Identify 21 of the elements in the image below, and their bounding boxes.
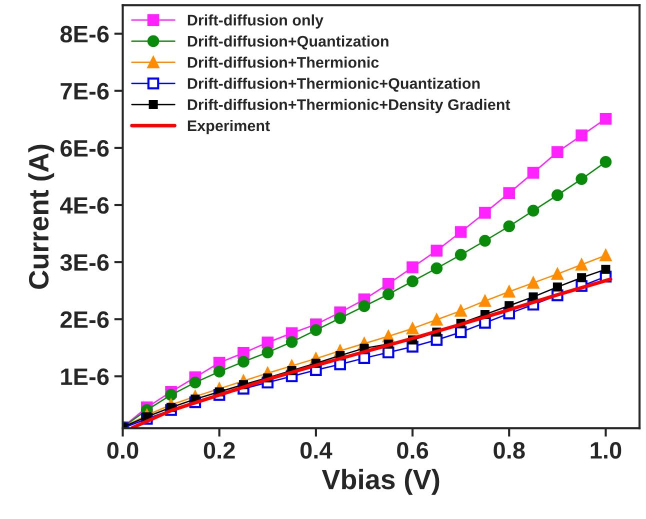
x-tick-label: 0.8: [494, 442, 525, 459]
legend-label: Drift-diffusion+Thermionic: [188, 56, 379, 68]
legend-label: Drift-diffusion+Quantization: [188, 35, 388, 50]
y-tick-label: 6E-6: [60, 140, 109, 157]
y-tick-label: 3E-6: [60, 254, 109, 271]
legend-label: Drift-diffusion+Thermionic+Quantization: [188, 78, 480, 92]
legend-label: Drift-diffusion only: [188, 14, 324, 29]
legend-label: Experiment: [188, 120, 270, 134]
y-axis-title: Current (A): [28, 144, 54, 289]
y-tick-label: 4E-6: [60, 197, 109, 214]
y-tick-label: 2E-6: [60, 311, 109, 328]
x-tick-label: 0.4: [300, 442, 332, 459]
x-tick-label: 0.0: [107, 442, 138, 459]
x-tick-label: 0.6: [397, 442, 428, 459]
legend-label: Drift-diffusion+Thermionic+Density Gradient: [188, 98, 510, 114]
x-tick-label: 1.0: [590, 442, 622, 459]
y-tick-label: 7E-6: [60, 82, 109, 100]
y-tick-label: 1E-6: [61, 368, 109, 386]
y-tick-label: 8E-6: [60, 26, 109, 43]
x-axis-title: Vbias (V): [322, 468, 440, 495]
x-tick-label: 0.2: [204, 442, 235, 459]
